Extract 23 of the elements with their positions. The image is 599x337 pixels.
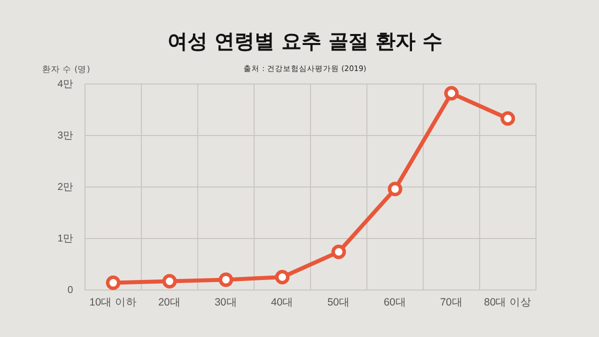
point (500, 111, 516, 126)
y-tick-label: 2만 (57, 182, 73, 194)
y-tick-label: 1만 (57, 234, 73, 245)
x-tick-label: 70대 (440, 296, 463, 308)
y-tick-label: 4만 (57, 79, 73, 90)
x-tick-label: 80대 이상 (484, 296, 532, 308)
point (444, 86, 459, 101)
x-tick-label: 30대 (214, 296, 238, 308)
point (162, 274, 177, 288)
x-tick-label: 10대 이하 (89, 296, 137, 308)
y-axis-title: 환자 수 (명) (42, 65, 90, 75)
y-tick-label: 3만 (57, 130, 73, 142)
x-tick-label: 40대 (270, 296, 294, 308)
point (275, 270, 290, 284)
point (331, 244, 346, 260)
x-tick-label: 50대 (327, 296, 350, 308)
x-tick-label: 60대 (384, 296, 406, 308)
point (106, 276, 120, 290)
point (388, 182, 402, 196)
point (218, 272, 234, 287)
chart-title: 여성 연령별 요추 골절 환자 수 (168, 29, 442, 53)
x-tick-label: 20대 (158, 296, 181, 308)
y-tick-label: 0 (67, 285, 74, 296)
